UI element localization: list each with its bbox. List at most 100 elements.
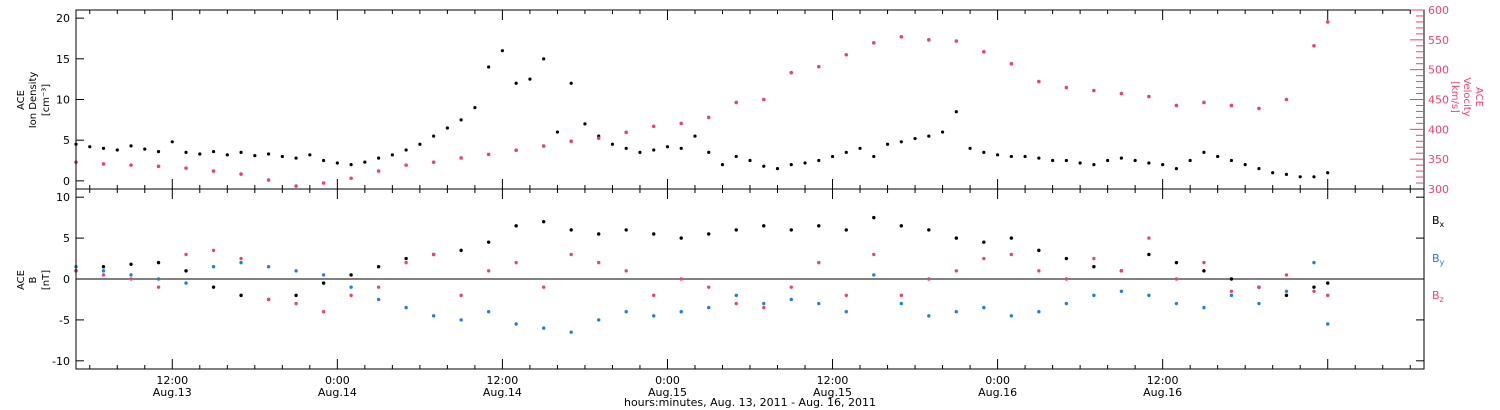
- density-points: [74, 49, 1330, 179]
- density-point: [528, 77, 532, 81]
- velocity-axis-title-line3: [km/s]: [1449, 81, 1460, 113]
- velocity-point: [1009, 61, 1014, 66]
- bz-point: [514, 260, 518, 265]
- density-point: [1284, 172, 1289, 176]
- bx-point: [101, 265, 106, 269]
- density-point: [390, 153, 394, 157]
- density-point: [679, 146, 683, 150]
- by-point: [486, 310, 491, 314]
- velocity-tick-label: 550: [1428, 34, 1449, 47]
- bz-point: [1284, 273, 1289, 277]
- x-axis-title: hours:minutes, Aug. 13, 2011 - Aug. 16, …: [624, 396, 876, 409]
- density-point: [1312, 175, 1316, 179]
- bx-point: [596, 232, 601, 236]
- velocity-point: [569, 139, 573, 144]
- density-point: [1202, 150, 1206, 154]
- density-point: [1023, 154, 1027, 159]
- by-point: [294, 269, 298, 273]
- b-tick-label: -5: [59, 314, 70, 327]
- bz-point: [817, 260, 821, 265]
- velocity-point: [596, 136, 601, 141]
- bx-point: [679, 236, 683, 240]
- by-point: [514, 322, 518, 326]
- legend-bz-sub: z: [1440, 295, 1444, 304]
- density-point: [1119, 156, 1123, 160]
- bx-point: [1284, 293, 1289, 298]
- velocity-point: [294, 184, 298, 188]
- x-axis: 12:00Aug.130:00Aug.1412:00Aug.140:00Aug.…: [89, 10, 1411, 399]
- bz-point: [349, 293, 353, 298]
- density-point: [88, 145, 92, 149]
- bz-point: [1092, 256, 1096, 261]
- bz-point: [1119, 269, 1124, 273]
- density-point: [253, 154, 257, 158]
- bz-point: [954, 269, 959, 273]
- by-point: [184, 281, 188, 285]
- bz-point: [679, 277, 683, 281]
- bx-point: [954, 236, 959, 240]
- density-point: [940, 130, 945, 134]
- velocity-point: [899, 35, 904, 39]
- density-point: [321, 158, 326, 163]
- density-point: [789, 162, 793, 167]
- bx-point: [129, 262, 133, 266]
- bz-point: [1009, 252, 1014, 257]
- bx-point: [762, 224, 766, 228]
- bz-point: [1174, 277, 1179, 281]
- b-axis-title-line3: [nT]: [41, 270, 52, 290]
- velocity-point: [431, 160, 436, 164]
- velocity-point: [459, 156, 463, 160]
- by-point: [541, 326, 546, 330]
- velocity-point: [404, 163, 408, 167]
- velocity-tick-label: 450: [1428, 94, 1449, 107]
- density-point: [872, 154, 876, 159]
- bx-point: [899, 224, 904, 228]
- velocity-point: [514, 148, 518, 153]
- density-tick-label: 0: [63, 175, 70, 188]
- bz-point: [294, 301, 298, 306]
- bx-point: [844, 228, 848, 232]
- by-point: [844, 310, 848, 314]
- density-point: [198, 152, 202, 156]
- by-point: [569, 330, 573, 334]
- bz-point: [899, 293, 904, 298]
- bz-point: [239, 256, 243, 261]
- by-point: [349, 285, 353, 289]
- velocity-point: [1312, 44, 1316, 48]
- by-point: [982, 305, 986, 310]
- velocity-point: [734, 100, 739, 105]
- density-point: [514, 81, 518, 85]
- density-point: [1009, 154, 1013, 159]
- density-point: [101, 146, 106, 150]
- density-point: [1133, 158, 1137, 163]
- density-point: [1271, 171, 1275, 175]
- bz-point: [211, 248, 216, 253]
- velocity-point: [1119, 91, 1124, 96]
- density-point: [954, 110, 958, 114]
- bz-point: [1037, 269, 1041, 273]
- velocity-point: [927, 38, 931, 42]
- by-point: [321, 273, 326, 277]
- bx-point: [734, 228, 738, 232]
- x-hour-label: 12:00: [1147, 374, 1179, 387]
- velocity-point: [1202, 100, 1206, 105]
- density-point: [899, 140, 903, 144]
- density-point: [1243, 162, 1247, 167]
- density-point: [445, 126, 449, 130]
- b-tick-label: 0: [63, 273, 70, 286]
- by-point: [872, 273, 876, 277]
- density-point: [693, 134, 697, 138]
- bx-point: [1326, 281, 1330, 285]
- legend-by-sub: y: [1440, 258, 1445, 267]
- density-point: [707, 150, 711, 154]
- bz-point: [734, 301, 738, 306]
- density-point: [775, 167, 780, 171]
- bx-point: [321, 281, 326, 285]
- density-point: [1037, 156, 1041, 160]
- bz-point: [321, 310, 326, 314]
- velocity-point: [129, 163, 133, 167]
- by-point: [156, 277, 161, 281]
- density-point: [1078, 161, 1082, 165]
- velocity-point: [816, 64, 821, 69]
- density-point: [1161, 162, 1165, 167]
